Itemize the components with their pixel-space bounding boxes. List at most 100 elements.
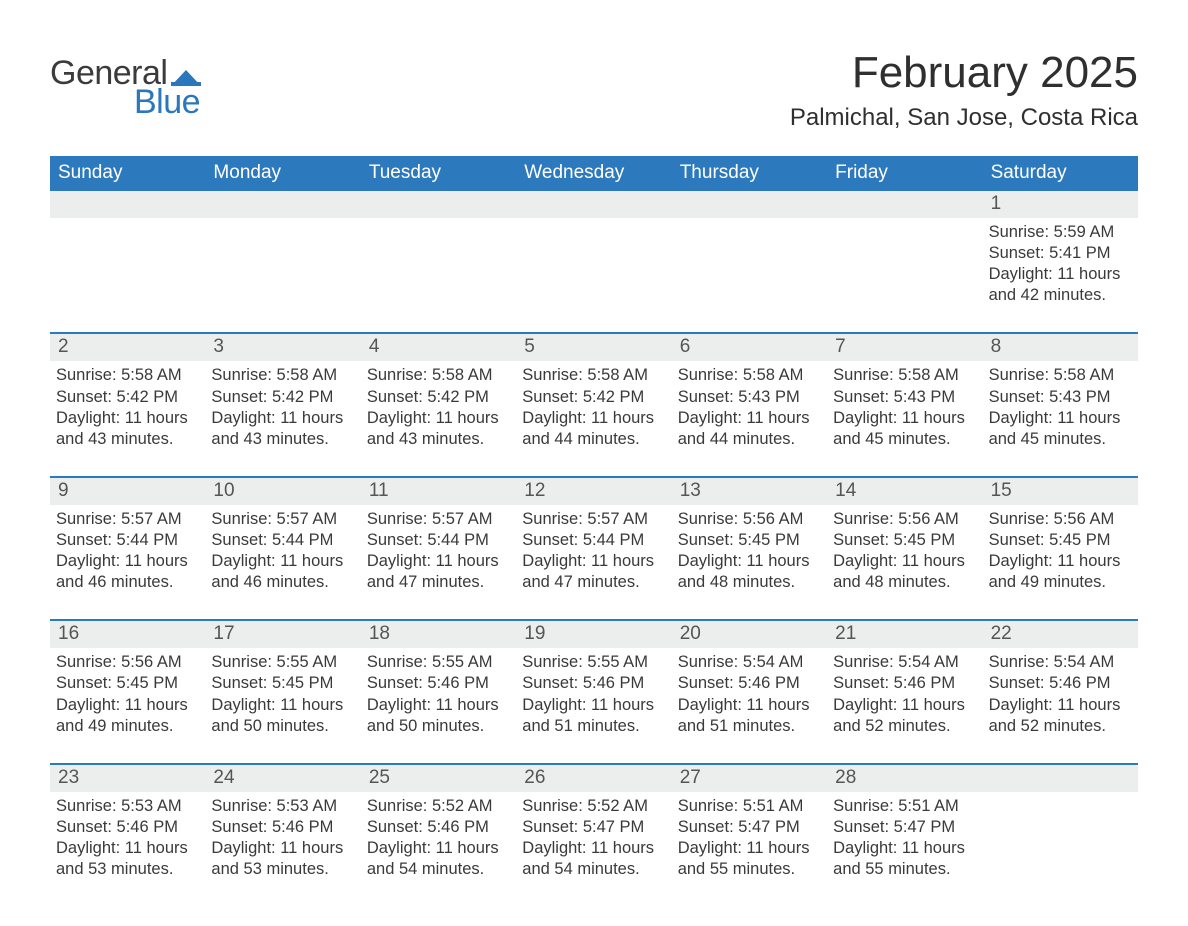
sunset-line: Sunset: 5:46 PM xyxy=(56,817,199,838)
sunset-line: Sunset: 5:46 PM xyxy=(678,673,821,694)
day-cell: 15Sunrise: 5:56 AMSunset: 5:45 PMDayligh… xyxy=(983,478,1138,599)
day-details: Sunrise: 5:53 AMSunset: 5:46 PMDaylight:… xyxy=(56,796,199,880)
sunset-line: Sunset: 5:44 PM xyxy=(56,530,199,551)
day-number xyxy=(361,191,516,218)
day-number: 23 xyxy=(50,765,205,792)
day-number: 3 xyxy=(205,334,360,361)
day-number: 22 xyxy=(983,621,1138,648)
day-details: Sunrise: 5:51 AMSunset: 5:47 PMDaylight:… xyxy=(833,796,976,880)
day-details: Sunrise: 5:56 AMSunset: 5:45 PMDaylight:… xyxy=(989,509,1132,593)
day-number xyxy=(983,765,1138,792)
day-cell: 9Sunrise: 5:57 AMSunset: 5:44 PMDaylight… xyxy=(50,478,205,599)
week-row: 23Sunrise: 5:53 AMSunset: 5:46 PMDayligh… xyxy=(50,763,1138,886)
sunrise-line: Sunrise: 5:51 AM xyxy=(833,796,976,817)
location-subtitle: Palmichal, San Jose, Costa Rica xyxy=(790,104,1138,132)
sunrise-line: Sunrise: 5:57 AM xyxy=(211,509,354,530)
day-number xyxy=(827,191,982,218)
day-cell xyxy=(672,191,827,312)
daylight-line: Daylight: 11 hours and 54 minutes. xyxy=(522,838,665,880)
day-details: Sunrise: 5:58 AMSunset: 5:43 PMDaylight:… xyxy=(678,365,821,449)
sunrise-line: Sunrise: 5:57 AM xyxy=(367,509,510,530)
daylight-line: Daylight: 11 hours and 55 minutes. xyxy=(678,838,821,880)
day-number: 18 xyxy=(361,621,516,648)
sunrise-line: Sunrise: 5:58 AM xyxy=(56,365,199,386)
month-title: February 2025 xyxy=(790,48,1138,98)
day-number: 10 xyxy=(205,478,360,505)
day-details: Sunrise: 5:53 AMSunset: 5:46 PMDaylight:… xyxy=(211,796,354,880)
day-number: 25 xyxy=(361,765,516,792)
day-cell: 16Sunrise: 5:56 AMSunset: 5:45 PMDayligh… xyxy=(50,621,205,742)
day-cell: 22Sunrise: 5:54 AMSunset: 5:46 PMDayligh… xyxy=(983,621,1138,742)
calendar-page: General Blue February 2025 Palmichal, Sa… xyxy=(0,0,1188,926)
day-details: Sunrise: 5:52 AMSunset: 5:46 PMDaylight:… xyxy=(367,796,510,880)
daylight-line: Daylight: 11 hours and 42 minutes. xyxy=(989,264,1132,306)
sunrise-line: Sunrise: 5:56 AM xyxy=(989,509,1132,530)
week-row: 9Sunrise: 5:57 AMSunset: 5:44 PMDaylight… xyxy=(50,476,1138,599)
day-cell: 28Sunrise: 5:51 AMSunset: 5:47 PMDayligh… xyxy=(827,765,982,886)
daylight-line: Daylight: 11 hours and 51 minutes. xyxy=(522,695,665,737)
day-cell xyxy=(50,191,205,312)
sunset-line: Sunset: 5:45 PM xyxy=(56,673,199,694)
day-details: Sunrise: 5:58 AMSunset: 5:42 PMDaylight:… xyxy=(367,365,510,449)
day-number: 11 xyxy=(361,478,516,505)
day-number: 13 xyxy=(672,478,827,505)
daylight-line: Daylight: 11 hours and 54 minutes. xyxy=(367,838,510,880)
day-details: Sunrise: 5:57 AMSunset: 5:44 PMDaylight:… xyxy=(211,509,354,593)
daylight-line: Daylight: 11 hours and 45 minutes. xyxy=(989,408,1132,450)
day-details: Sunrise: 5:58 AMSunset: 5:43 PMDaylight:… xyxy=(989,365,1132,449)
sunset-line: Sunset: 5:46 PM xyxy=(367,817,510,838)
calendar-grid: SundayMondayTuesdayWednesdayThursdayFrid… xyxy=(50,156,1138,886)
day-number: 20 xyxy=(672,621,827,648)
day-number xyxy=(50,191,205,218)
daylight-line: Daylight: 11 hours and 43 minutes. xyxy=(56,408,199,450)
sunrise-line: Sunrise: 5:57 AM xyxy=(522,509,665,530)
week-row: 2Sunrise: 5:58 AMSunset: 5:42 PMDaylight… xyxy=(50,332,1138,455)
weekday-header: Tuesday xyxy=(361,156,516,191)
sunrise-line: Sunrise: 5:58 AM xyxy=(211,365,354,386)
day-details: Sunrise: 5:58 AMSunset: 5:43 PMDaylight:… xyxy=(833,365,976,449)
week-row: 16Sunrise: 5:56 AMSunset: 5:45 PMDayligh… xyxy=(50,619,1138,742)
day-number xyxy=(205,191,360,218)
day-details: Sunrise: 5:59 AMSunset: 5:41 PMDaylight:… xyxy=(989,222,1132,306)
day-cell: 26Sunrise: 5:52 AMSunset: 5:47 PMDayligh… xyxy=(516,765,671,886)
daylight-line: Daylight: 11 hours and 50 minutes. xyxy=(211,695,354,737)
day-number xyxy=(672,191,827,218)
day-cell: 19Sunrise: 5:55 AMSunset: 5:46 PMDayligh… xyxy=(516,621,671,742)
weekday-header: Saturday xyxy=(983,156,1138,191)
day-cell xyxy=(205,191,360,312)
day-cell xyxy=(827,191,982,312)
day-details: Sunrise: 5:54 AMSunset: 5:46 PMDaylight:… xyxy=(678,652,821,736)
sunset-line: Sunset: 5:47 PM xyxy=(833,817,976,838)
sunrise-line: Sunrise: 5:54 AM xyxy=(833,652,976,673)
day-number: 19 xyxy=(516,621,671,648)
sunrise-line: Sunrise: 5:52 AM xyxy=(522,796,665,817)
sunset-line: Sunset: 5:42 PM xyxy=(211,387,354,408)
daylight-line: Daylight: 11 hours and 51 minutes. xyxy=(678,695,821,737)
day-cell: 14Sunrise: 5:56 AMSunset: 5:45 PMDayligh… xyxy=(827,478,982,599)
daylight-line: Daylight: 11 hours and 43 minutes. xyxy=(211,408,354,450)
day-cell: 3 Sunrise: 5:58 AMSunset: 5:42 PMDaylight… xyxy=(205,334,360,455)
day-cell: 7 Sunrise: 5:58 AMSunset: 5:43 PMDaylight… xyxy=(827,334,982,455)
day-details: Sunrise: 5:56 AMSunset: 5:45 PMDaylight:… xyxy=(56,652,199,736)
day-number: 21 xyxy=(827,621,982,648)
sunset-line: Sunset: 5:44 PM xyxy=(522,530,665,551)
sunset-line: Sunset: 5:47 PM xyxy=(522,817,665,838)
sunrise-line: Sunrise: 5:58 AM xyxy=(989,365,1132,386)
sunrise-line: Sunrise: 5:52 AM xyxy=(367,796,510,817)
title-block: February 2025 Palmichal, San Jose, Costa… xyxy=(790,30,1138,146)
sunset-line: Sunset: 5:47 PM xyxy=(678,817,821,838)
day-cell: 18Sunrise: 5:55 AMSunset: 5:46 PMDayligh… xyxy=(361,621,516,742)
sunset-line: Sunset: 5:45 PM xyxy=(211,673,354,694)
day-cell: 21Sunrise: 5:54 AMSunset: 5:46 PMDayligh… xyxy=(827,621,982,742)
sunset-line: Sunset: 5:41 PM xyxy=(989,243,1132,264)
day-cell: 2Sunrise: 5:58 AMSunset: 5:42 PMDaylight… xyxy=(50,334,205,455)
sunrise-line: Sunrise: 5:58 AM xyxy=(367,365,510,386)
sunrise-line: Sunrise: 5:56 AM xyxy=(833,509,976,530)
day-cell: 17Sunrise: 5:55 AMSunset: 5:45 PMDayligh… xyxy=(205,621,360,742)
sunset-line: Sunset: 5:42 PM xyxy=(367,387,510,408)
day-number: 27 xyxy=(672,765,827,792)
day-number: 7 xyxy=(827,334,982,361)
sunrise-line: Sunrise: 5:54 AM xyxy=(678,652,821,673)
day-details: Sunrise: 5:57 AMSunset: 5:44 PMDaylight:… xyxy=(367,509,510,593)
sunrise-line: Sunrise: 5:58 AM xyxy=(522,365,665,386)
